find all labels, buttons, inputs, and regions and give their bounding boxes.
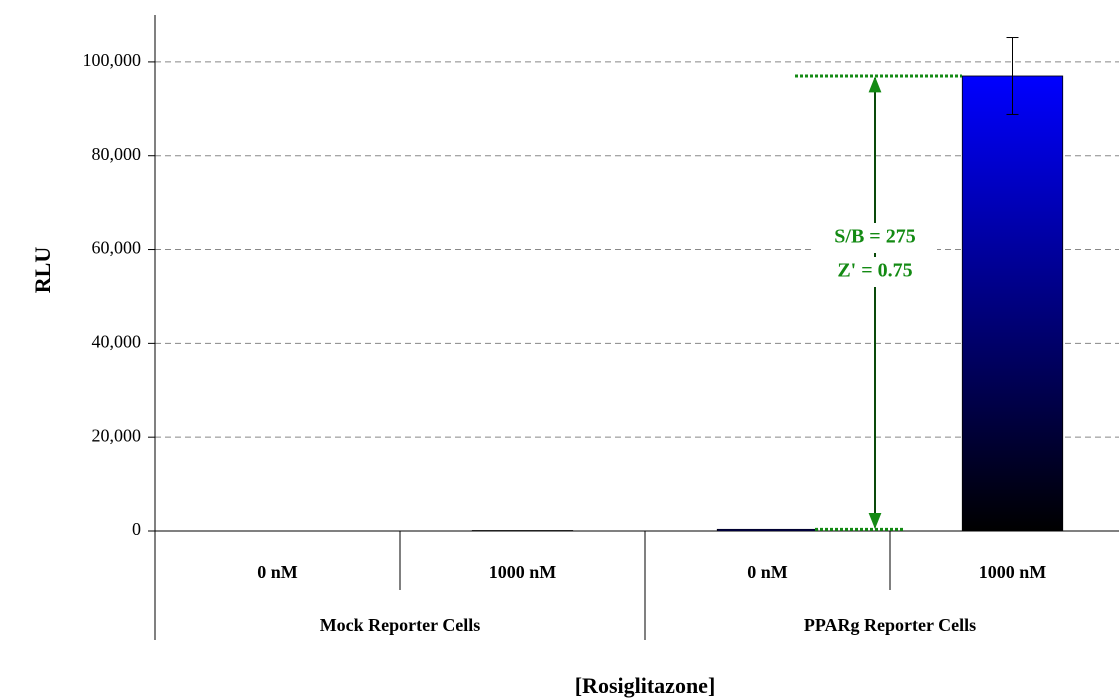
annotation-background [813,257,937,287]
y-tick-label: 60,000 [92,238,142,258]
group-label: Mock Reporter Cells [320,615,481,635]
group-label: PPARg Reporter Cells [804,615,976,635]
y-tick-label: 0 [132,519,141,539]
y-axis-label: RLU [30,247,55,294]
annotation: S/B = 275 [834,226,915,248]
x-tick-label: 0 nM [747,562,788,582]
bar [716,528,819,532]
y-tick-label: 80,000 [92,144,142,164]
x-tick-label: 0 nM [257,562,298,582]
y-tick-label: 20,000 [92,425,142,445]
x-tick-label: 1000 nM [979,562,1047,582]
annotation: Z' = 0.75 [837,260,912,282]
x-tick-label: 1000 nM [489,562,557,582]
y-tick-label: 40,000 [92,331,142,351]
bar [961,75,1064,532]
y-tick-label: 100,000 [83,50,142,70]
annotation-background [813,223,937,253]
x-axis-label: [Rosiglitazone] [575,673,716,698]
